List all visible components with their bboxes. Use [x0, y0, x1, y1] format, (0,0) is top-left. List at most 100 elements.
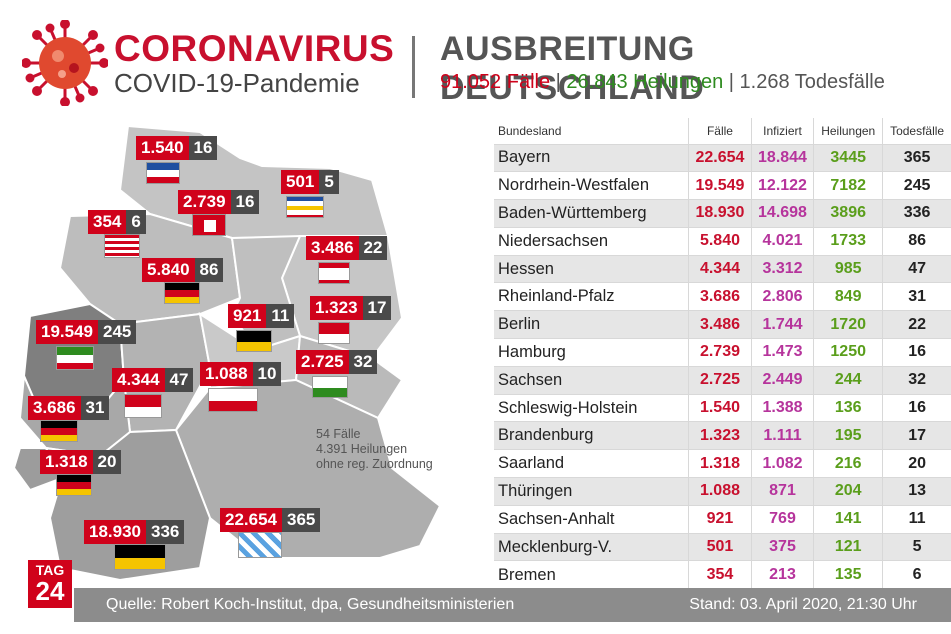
map-label-sachsen: 2.725 32: [296, 350, 378, 374]
cell-infiziert: 4.021: [751, 226, 815, 256]
cell-heilungen: 195: [813, 421, 884, 450]
map-label-berlin: 3.486 22: [306, 236, 388, 260]
cell-bundesland: Thüringen: [494, 477, 690, 506]
table-row: Rheinland-Pfalz 3.686 2.806 849 31: [494, 282, 951, 311]
cell-infiziert: 18.844: [751, 143, 815, 172]
flag-berlin: [318, 262, 350, 284]
map-deaths: 20: [92, 450, 122, 474]
map-deaths: 336: [146, 520, 185, 544]
map-deaths: 16: [188, 136, 218, 160]
cell-heilungen: 1733: [813, 226, 884, 256]
map-cases: 921: [228, 304, 267, 328]
timestamp: Stand: 03. April 2020, 21:30 Uhr: [689, 596, 917, 613]
map-cases: 3.486: [306, 236, 359, 260]
flag-bayern: [238, 532, 282, 558]
cell-infiziert: 769: [751, 504, 815, 534]
cell-bundesland: Schleswig-Holstein: [494, 393, 690, 422]
cell-todesfaelle: 17: [882, 421, 951, 450]
logo-bottom: 24: [35, 576, 65, 606]
flag-thueringen: [208, 388, 258, 412]
header: CORONAVIRUS COVID-19-Pandemie AUSBREITUN…: [0, 0, 951, 118]
cell-todesfaelle: 22: [882, 310, 951, 339]
cell-infiziert: 1.473: [751, 338, 815, 367]
cell-infiziert: 12.122: [751, 171, 815, 200]
cell-todesfaelle: 13: [882, 477, 951, 506]
map-label-niedersachsen: 5.840 86: [142, 258, 224, 282]
table-body: Bayern 22.654 18.844 3445 365 Nordrhein-Westf…: [494, 143, 951, 589]
cell-faelle: 2.725: [688, 365, 752, 395]
cell-faelle: 501: [688, 532, 752, 561]
unassigned-note: 54 Fälle 4.391 Heilungen ohne reg. Zuord…: [316, 427, 433, 472]
col-faelle: Fälle: [688, 118, 752, 144]
cell-bundesland: Hamburg: [494, 338, 690, 367]
cell-faelle: 3.486: [688, 310, 752, 339]
map-label-rheinland-pfalz: 3.686 31: [28, 396, 110, 420]
map-label-brandenburg: 1.323 17: [310, 296, 392, 320]
cell-faelle: 4.344: [688, 254, 752, 283]
table-row: Mecklenburg-V. 501 375 121 5: [494, 532, 951, 561]
cell-bundesland: Sachsen: [494, 365, 690, 395]
cell-faelle: 19.549: [688, 171, 752, 200]
cell-bundesland: Saarland: [494, 449, 690, 478]
cell-bundesland: Baden-Württemberg: [494, 199, 690, 228]
map-deaths: 86: [194, 258, 224, 282]
map-label-baden-wuerttemberg: 18.930 336: [84, 520, 185, 544]
cell-faelle: 1.323: [688, 421, 752, 450]
cell-heilungen: 849: [813, 282, 884, 311]
map-deaths: 365: [282, 508, 321, 532]
cell-todesfaelle: 5: [882, 532, 951, 561]
map-cases: 354: [88, 210, 127, 234]
flag-sachsen-anhalt: [236, 330, 272, 352]
map-label-schleswig-holstein: 1.540 16: [136, 136, 218, 160]
cell-infiziert: 2.806: [751, 282, 815, 311]
flag-mecklenburg: [286, 196, 324, 218]
source-text: Quelle: Robert Koch-Institut, dpa, Gesun…: [106, 596, 515, 613]
map-label-saarland: 1.318 20: [40, 450, 122, 474]
map-cases: 18.930: [84, 520, 146, 544]
cell-heilungen: 136: [813, 393, 884, 422]
total-cases: 91.052 Fälle: [440, 71, 551, 93]
map-label-bremen: 354 6: [88, 210, 146, 234]
cell-heilungen: 3445: [813, 143, 884, 172]
map-cases: 22.654: [220, 508, 282, 532]
cell-faelle: 22.654: [688, 143, 752, 172]
table-row: Sachsen 2.725 2.449 244 32: [494, 365, 951, 395]
logo-top: TAG: [35, 562, 65, 578]
flag-hessen: [124, 394, 162, 418]
cell-infiziert: 1.388: [751, 393, 815, 422]
cell-faelle: 18.930: [688, 199, 752, 228]
cell-faelle: 1.540: [688, 393, 752, 422]
col-infiziert: Infiziert: [751, 118, 815, 144]
table-row: Bayern 22.654 18.844 3445 365: [494, 143, 951, 172]
total-recovered: 26.843 Heilungen: [566, 71, 724, 93]
cell-faelle: 354: [688, 560, 752, 589]
map-cases: 1.540: [136, 136, 189, 160]
map-deaths: 32: [348, 350, 378, 374]
table-row: Niedersachsen 5.840 4.021 1733 86: [494, 226, 951, 256]
map-cases: 2.725: [296, 350, 349, 374]
cell-bundesland: Rheinland-Pfalz: [494, 282, 690, 311]
cell-infiziert: 871: [751, 477, 815, 506]
subtitle: COVID-19-Pandemie: [114, 68, 360, 98]
cell-heilungen: 135: [813, 560, 884, 589]
flag-schleswig-holstein: [146, 162, 180, 184]
map-label-thueringen: 1.088 10: [200, 362, 282, 386]
map-label-bayern: 22.654 365: [220, 508, 321, 532]
cell-heilungen: 1250: [813, 338, 884, 367]
map-label-sachsen-anhalt: 921 11: [228, 304, 295, 328]
cell-heilungen: 216: [813, 449, 884, 478]
cell-bundesland: Brandenburg: [494, 421, 690, 450]
stats-separator: |: [728, 71, 734, 93]
cell-bundesland: Niedersachsen: [494, 226, 690, 256]
cell-bundesland: Bayern: [494, 143, 690, 172]
cell-todesfaelle: 86: [882, 226, 951, 256]
cell-infiziert: 1.744: [751, 310, 815, 339]
heading: AUSBREITUNG DEUTSCHLAND: [440, 30, 705, 107]
map-deaths: 31: [80, 396, 110, 420]
map-deaths: 47: [164, 368, 194, 392]
footer-bar: Quelle: Robert Koch-Institut, dpa, Gesun…: [74, 588, 951, 622]
cell-todesfaelle: 245: [882, 171, 951, 200]
cell-infiziert: 213: [751, 560, 815, 589]
map-label-hessen: 4.344 47: [112, 368, 194, 392]
map-cases: 2.739: [178, 190, 231, 214]
